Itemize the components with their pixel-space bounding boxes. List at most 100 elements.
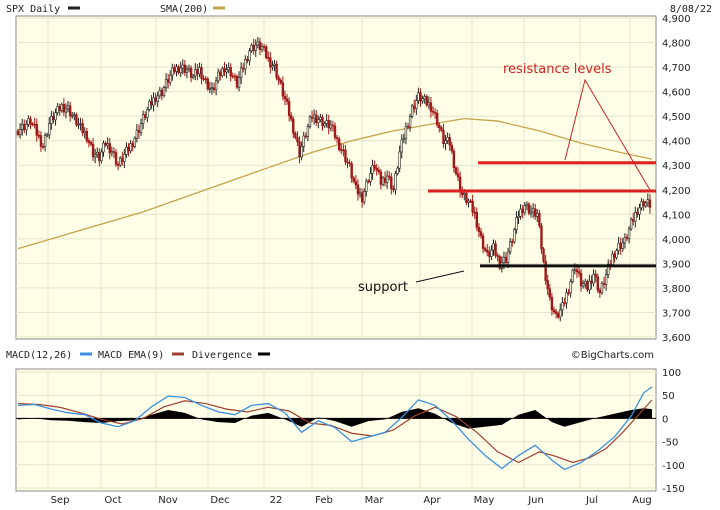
- candle-body: [68, 105, 72, 117]
- x-tick-month: Nov: [158, 495, 178, 506]
- price-legend: SPX Daily SMA(200) 8/08/22: [6, 4, 712, 15]
- candle-body: [542, 248, 545, 262]
- candle-body: [102, 142, 105, 153]
- candle-body: [133, 138, 136, 147]
- candle-body: [607, 263, 610, 275]
- candle-body: [350, 163, 353, 179]
- price-y-tick: 4,700: [662, 63, 691, 74]
- candle-body: [469, 200, 472, 203]
- candle-body: [640, 201, 643, 209]
- candle-body: [242, 67, 245, 70]
- candle-body: [625, 237, 629, 239]
- candle-body: [379, 171, 383, 185]
- price-y-tick: 4,800: [662, 39, 691, 50]
- candle-body: [398, 151, 401, 169]
- candle-body: [277, 77, 280, 81]
- candle-body: [415, 100, 418, 109]
- candle-body: [463, 192, 466, 195]
- candle-body: [264, 46, 268, 58]
- candle-body: [127, 146, 130, 152]
- x-tick-month: Dec: [210, 495, 229, 506]
- candle-body: [559, 309, 562, 318]
- candle-body: [45, 134, 49, 137]
- x-tick-month: Mar: [365, 495, 385, 506]
- candle-body: [246, 59, 249, 61]
- candle-body: [116, 163, 120, 166]
- candle-body: [187, 67, 191, 70]
- candle-body: [41, 146, 45, 148]
- candle-body: [146, 109, 149, 118]
- candle-body: [525, 203, 529, 206]
- candle-body: [64, 108, 68, 113]
- candle-body: [87, 140, 91, 143]
- candle-body: [300, 146, 303, 158]
- candle-body: [319, 116, 322, 120]
- candle-body: [137, 130, 141, 133]
- candle-body: [337, 138, 341, 150]
- candle-body: [621, 242, 625, 249]
- macd-legend: MACD(12,26) MACD EMA(9) Divergence ©BigC…: [6, 350, 654, 361]
- candle-body: [79, 123, 82, 125]
- candle-body: [362, 191, 366, 203]
- candle-body: [360, 192, 364, 203]
- candle-body: [206, 78, 209, 90]
- candle-body: [569, 281, 572, 294]
- x-tick-month: Feb: [315, 495, 333, 506]
- candle-body: [490, 249, 493, 257]
- candle-body: [536, 213, 539, 217]
- candle-body: [508, 241, 512, 253]
- candle-body: [433, 111, 437, 114]
- candle-body: [173, 67, 176, 72]
- candle-body: [16, 130, 20, 135]
- candle-body: [283, 95, 287, 100]
- candle-body: [208, 88, 212, 90]
- candle-body: [381, 177, 385, 185]
- candle-body: [189, 67, 193, 78]
- candle-body: [538, 213, 541, 227]
- candle-body: [615, 250, 618, 258]
- candle-body: [588, 280, 591, 291]
- candle-body: [58, 106, 61, 112]
- candle-body: [435, 112, 439, 126]
- candle-body: [617, 242, 620, 251]
- candle-body: [488, 251, 491, 257]
- candle-body: [204, 78, 207, 80]
- candle-body: [175, 66, 178, 72]
- candle-body: [18, 129, 22, 135]
- candle-body: [160, 90, 164, 96]
- candle-body: [452, 150, 456, 168]
- candle-body: [419, 92, 422, 102]
- symbol-label: SPX Daily: [6, 4, 60, 15]
- candle-body: [118, 157, 122, 166]
- candle-body: [385, 175, 389, 183]
- x-axis-months: Sep Oct Nov Dec 22 Feb Mar Apr May Jun Jul Aug: [51, 495, 652, 506]
- candle-body: [450, 144, 453, 152]
- macd-y-tick: 0: [662, 414, 668, 425]
- candle-body: [325, 120, 328, 124]
- candle-body: [438, 124, 441, 128]
- candle-body: [23, 123, 26, 131]
- candle-body: [275, 63, 278, 78]
- candle-body: [302, 135, 305, 147]
- candle-body: [154, 97, 157, 102]
- candle-body: [333, 125, 337, 139]
- candle-body: [135, 130, 139, 139]
- macd-line: [17, 386, 653, 471]
- candle-body: [563, 302, 566, 304]
- candle-body: [531, 208, 535, 213]
- candle-body: [502, 256, 506, 264]
- candle-body: [304, 135, 308, 138]
- candle-body: [458, 176, 462, 192]
- macd-label: MACD(12,26): [6, 350, 72, 361]
- candle-body: [198, 67, 201, 75]
- candle-body: [540, 225, 543, 250]
- candle-body: [427, 102, 431, 106]
- credit-label: ©BigCharts.com: [571, 350, 654, 361]
- macd-y-tick: -100: [662, 461, 685, 472]
- candle-body: [125, 146, 128, 155]
- candle-body: [56, 106, 59, 114]
- candle-body: [602, 282, 606, 285]
- x-tick-month: May: [474, 495, 495, 506]
- candle-body: [581, 283, 585, 287]
